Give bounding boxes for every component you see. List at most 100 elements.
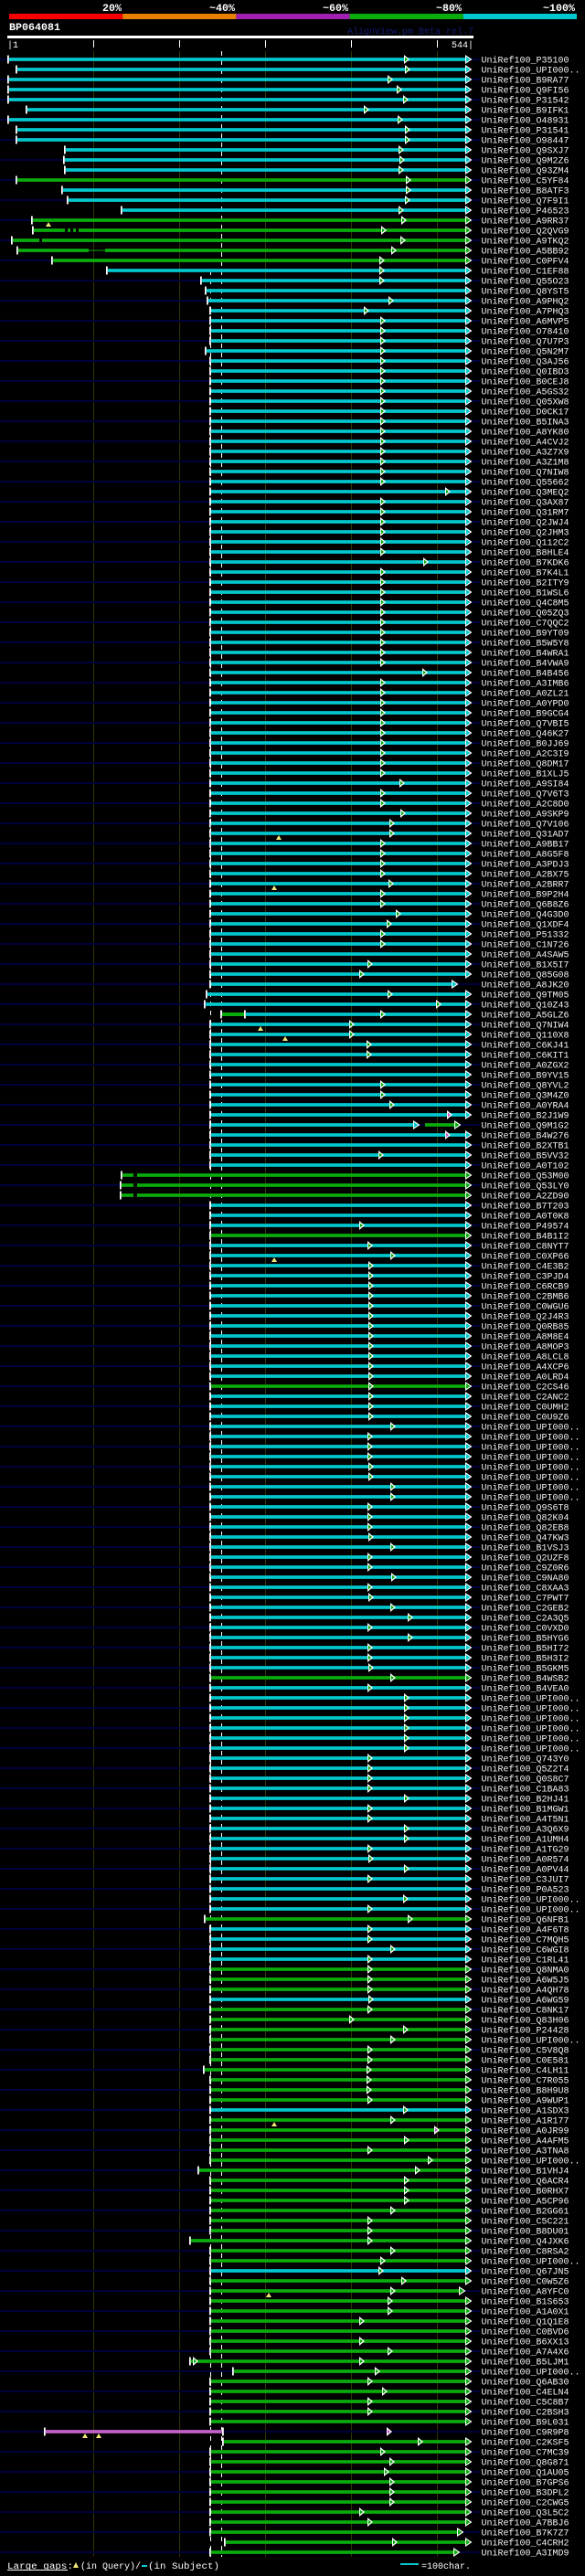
svg-text:UniRef100_B9YT09: UniRef100_B9YT09	[482, 629, 569, 640]
svg-text:UniRef100_B7K7Z7: UniRef100_B7K7Z7	[482, 2528, 569, 2539]
svg-text:UniRef100_UPI000..: UniRef100_UPI000..	[482, 1694, 580, 1705]
svg-text:UniRef100_A0LRD4: UniRef100_A0LRD4	[482, 1373, 569, 1383]
svg-text:UniRef100_B7KDK6: UniRef100_B7KDK6	[482, 558, 569, 569]
svg-text:UniRef100_Q0IBD3: UniRef100_Q0IBD3	[482, 367, 569, 378]
svg-text:UniRef100_Q53LY0: UniRef100_Q53LY0	[482, 1182, 569, 1193]
svg-text:UniRef100_A3IMD9: UniRef100_A3IMD9	[482, 2549, 569, 2560]
svg-text:UniRef100_A1SDX3: UniRef100_A1SDX3	[482, 2106, 569, 2117]
svg-text:UniRef100_Q5N2M7: UniRef100_Q5N2M7	[482, 347, 569, 358]
svg-text:UniRef100_B3DPL2: UniRef100_B3DPL2	[482, 2488, 569, 2499]
svg-text:UniRef100_UPI000..: UniRef100_UPI000..	[482, 1423, 580, 1434]
svg-text:BP064081: BP064081	[9, 23, 60, 34]
svg-text:UniRef100_Q4JXK6: UniRef100_Q4JXK6	[482, 2237, 569, 2248]
svg-text:UniRef100_UPI000..: UniRef100_UPI000..	[482, 2368, 580, 2379]
svg-text:UniRef100_B1XLJ5: UniRef100_B1XLJ5	[482, 769, 569, 780]
svg-text:UniRef100_C6RCB9: UniRef100_C6RCB9	[482, 1282, 569, 1293]
svg-text:UniRef100_A0ZGX2: UniRef100_A0ZGX2	[482, 1061, 569, 1072]
svg-text:UniRef100_Q05ZQ3: UniRef100_Q05ZQ3	[482, 609, 569, 620]
svg-text:UniRef100_A2C8D0: UniRef100_A2C8D0	[482, 800, 569, 811]
svg-text:UniRef100_A4CVJ2: UniRef100_A4CVJ2	[482, 438, 569, 449]
svg-text:UniRef100_Q4C8M5: UniRef100_Q4C8M5	[482, 599, 569, 610]
svg-text:UniRef100_C3JUI7: UniRef100_C3JUI7	[482, 1875, 569, 1886]
svg-text:UniRef100_B5INA3: UniRef100_B5INA3	[482, 418, 569, 429]
svg-text:UniRef100_A5GS32: UniRef100_A5GS32	[482, 387, 569, 398]
svg-text:UniRef100_B5LJM1: UniRef100_B5LJM1	[482, 2358, 569, 2369]
svg-text:UniRef100_A0ZL21: UniRef100_A0ZL21	[482, 689, 569, 700]
svg-text:UniRef100_UPI000..: UniRef100_UPI000..	[482, 1714, 580, 1725]
svg-text:UniRef100_Q6NFB1: UniRef100_Q6NFB1	[482, 1915, 569, 1926]
svg-text:UniRef100_A5CP96: UniRef100_A5CP96	[482, 2197, 569, 2208]
svg-text:UniRef100_B0JJ69: UniRef100_B0JJ69	[482, 739, 569, 750]
svg-text:=100char.: =100char.	[421, 2561, 471, 2572]
svg-text:UniRef100_A8YK80: UniRef100_A8YK80	[482, 428, 569, 439]
svg-text:UniRef100_B1S653: UniRef100_B1S653	[482, 2297, 569, 2308]
svg-text:UniRef100_Q2QVG9: UniRef100_Q2QVG9	[482, 227, 569, 238]
svg-text:UniRef100_UPI000..: UniRef100_UPI000..	[482, 2257, 580, 2268]
svg-text:UniRef100_Q7NIW4: UniRef100_Q7NIW4	[482, 1021, 569, 1032]
svg-text:UniRef100_B0RHX7: UniRef100_B0RHX7	[482, 2187, 569, 2198]
svg-text:UniRef100_C1RL41: UniRef100_C1RL41	[482, 1956, 569, 1966]
svg-text:UniRef100_Q0S8C7: UniRef100_Q0S8C7	[482, 1775, 569, 1786]
svg-text:UniRef100_UPI000..: UniRef100_UPI000..	[482, 1734, 580, 1745]
svg-text:UniRef100_C7QQC2: UniRef100_C7QQC2	[482, 619, 569, 630]
svg-text:UniRef100_A0JR99: UniRef100_A0JR99	[482, 2126, 569, 2137]
svg-text:UniRef100_Q55662: UniRef100_Q55662	[482, 478, 569, 489]
svg-text:UniRef100_P24428: UniRef100_P24428	[482, 2026, 569, 2037]
svg-text:UniRef100_A3IMB6: UniRef100_A3IMB6	[482, 679, 569, 690]
svg-text:UniRef100_Q85G08: UniRef100_Q85G08	[482, 970, 569, 981]
svg-text:UniRef100_P51332: UniRef100_P51332	[482, 930, 569, 941]
svg-text:UniRef100_B5GKM5: UniRef100_B5GKM5	[482, 1664, 569, 1675]
svg-text:UniRef100_Q6ACR4: UniRef100_Q6ACR4	[482, 2177, 569, 2188]
svg-text:UniRef100_Q4G3D0: UniRef100_Q4G3D0	[482, 910, 569, 921]
svg-text:UniRef100_Q5Z2T4: UniRef100_Q5Z2T4	[482, 1765, 569, 1776]
svg-text:UniRef100_B1X5I7: UniRef100_B1X5I7	[482, 960, 569, 971]
svg-text:UniRef100_C2CWG5: UniRef100_C2CWG5	[482, 2498, 569, 2509]
svg-text:UniRef100_B9GCG4: UniRef100_B9GCG4	[482, 709, 569, 720]
svg-text:UniRef100_Q05XW8: UniRef100_Q05XW8	[482, 398, 569, 408]
svg-text:UniRef100_C5C8B7: UniRef100_C5C8B7	[482, 2398, 569, 2409]
svg-text:AlignView.pm Beta rel.7: AlignView.pm Beta rel.7	[347, 27, 473, 37]
svg-text:UniRef100_Q8YVL2: UniRef100_Q8YVL2	[482, 1081, 569, 1092]
svg-text:UniRef100_B2GG61: UniRef100_B2GG61	[482, 2207, 569, 2218]
svg-text:UniRef100_C7PWT7: UniRef100_C7PWT7	[482, 1594, 569, 1605]
svg-text:UniRef100_C5C221: UniRef100_C5C221	[482, 2217, 569, 2228]
svg-text:UniRef100_UPI000..: UniRef100_UPI000..	[482, 66, 580, 77]
svg-text:UniRef100_UPI000..: UniRef100_UPI000..	[482, 1453, 580, 1464]
svg-text:UniRef100_UPI000..: UniRef100_UPI000..	[482, 1895, 580, 1906]
svg-text:UniRef100_C0BVD6: UniRef100_C0BVD6	[482, 2327, 569, 2338]
svg-text:UniRef100_C8XAA3: UniRef100_C8XAA3	[482, 1584, 569, 1595]
svg-text:UniRef100_A4SAW5: UniRef100_A4SAW5	[482, 950, 569, 961]
svg-text:UniRef100_C4CRH2: UniRef100_C4CRH2	[482, 2539, 569, 2549]
svg-text:UniRef100_A8MOP3: UniRef100_A8MOP3	[482, 1342, 569, 1353]
svg-text:UniRef100_Q31RM7: UniRef100_Q31RM7	[482, 508, 569, 519]
svg-text:UniRef100_Q7V106: UniRef100_Q7V106	[482, 820, 569, 831]
svg-text:UniRef100_A0R574: UniRef100_A0R574	[482, 1855, 569, 1866]
svg-text:(in Query)/: (in Query)/	[80, 2561, 141, 2572]
svg-text:UniRef100_Q7U7P3: UniRef100_Q7U7P3	[482, 337, 569, 348]
svg-text:UniRef100_Q6B8Z6: UniRef100_Q6B8Z6	[482, 900, 569, 911]
svg-text:UniRef100_B9YV15: UniRef100_B9YV15	[482, 1071, 569, 1082]
svg-text:UniRef100_Q7VBI5: UniRef100_Q7VBI5	[482, 719, 569, 730]
svg-text:UniRef100_A4T5N1: UniRef100_A4T5N1	[482, 1815, 569, 1826]
svg-text:UniRef100_UPI000..: UniRef100_UPI000..	[482, 1443, 580, 1454]
svg-text:UniRef100_C0UMH2: UniRef100_C0UMH2	[482, 1403, 569, 1414]
svg-text:(in Subject): (in Subject)	[148, 2561, 219, 2572]
svg-text:UniRef100_B4VWA9: UniRef100_B4VWA9	[482, 659, 569, 670]
svg-text:UniRef100_D0CK17: UniRef100_D0CK17	[482, 408, 569, 419]
svg-text:UniRef100_Q3AX87: UniRef100_Q3AX87	[482, 498, 569, 509]
svg-text:|1: |1	[7, 40, 18, 51]
svg-text:UniRef100_A5GLZ6: UniRef100_A5GLZ6	[482, 1011, 569, 1022]
svg-text:UniRef100_A9SKP9: UniRef100_A9SKP9	[482, 810, 569, 821]
svg-text:UniRef100_C9Z0R6: UniRef100_C9Z0R6	[482, 1564, 569, 1574]
svg-text:UniRef100_UPI000..: UniRef100_UPI000..	[482, 1433, 580, 1444]
svg-text:UniRef100_C2ANC2: UniRef100_C2ANC2	[482, 1393, 569, 1404]
svg-text:UniRef100_B5VV32: UniRef100_B5VV32	[482, 1151, 569, 1162]
svg-text:UniRef100_A3PDJ3: UniRef100_A3PDJ3	[482, 860, 569, 871]
svg-text:UniRef100_B5H3I2: UniRef100_B5H3I2	[482, 1654, 569, 1665]
svg-text:UniRef100_C9R9P8: UniRef100_C9R9P8	[482, 2428, 569, 2439]
svg-text:UniRef100_Q6AB30: UniRef100_Q6AB30	[482, 2378, 569, 2389]
svg-text:UniRef100_Q3AJ56: UniRef100_Q3AJ56	[482, 357, 569, 368]
svg-text:UniRef100_B9IFK1: UniRef100_B9IFK1	[482, 106, 569, 117]
svg-text:UniRef100_Q3MEQ2: UniRef100_Q3MEQ2	[482, 488, 569, 499]
svg-text:UniRef100_C2KSF5: UniRef100_C2KSF5	[482, 2438, 569, 2449]
